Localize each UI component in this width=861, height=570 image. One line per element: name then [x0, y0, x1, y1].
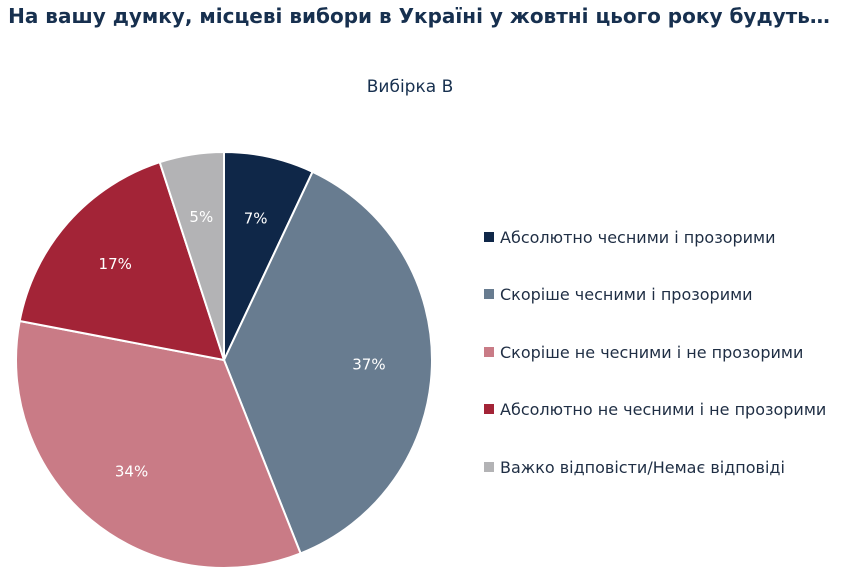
legend-swatch	[484, 462, 494, 472]
slice-value-label-2: 37%	[352, 356, 385, 374]
legend-item-2: Скоріше чесними і прозорими	[484, 283, 854, 306]
slice-value-label-1: 7%	[244, 209, 268, 227]
pie-slice-2	[223, 170, 433, 555]
pie-slice-4	[18, 161, 225, 361]
legend-swatch	[484, 347, 494, 357]
slice-value-label-4: 17%	[99, 255, 132, 273]
legend-item-3: Скоріше не чесними і не прозорими	[484, 341, 854, 364]
legend-label: Скоріше чесними і прозорими	[500, 285, 753, 304]
legend-item-5: Важко відповісти/Немає відповіді	[484, 456, 854, 479]
pie-slice-3	[15, 320, 302, 569]
legend-item-4: Абсолютно не чесними і не прозорими	[484, 398, 854, 421]
chart-subtitle: Вибірка B	[366, 77, 454, 97]
slice-value-label-3: 34%	[115, 463, 148, 481]
legend-label: Абсолютно чесними і прозорими	[500, 228, 776, 247]
slice-value-label-5: 5%	[189, 208, 213, 226]
pie-slice-5	[158, 151, 225, 361]
legend-label: Важко відповісти/Немає відповіді	[500, 458, 785, 477]
legend-label: Скоріше не чесними і не прозорими	[500, 343, 804, 362]
legend-swatch	[484, 232, 494, 242]
legend-swatch	[484, 404, 494, 414]
chart-title: На вашу думку, місцеві вибори в Україні …	[8, 4, 830, 28]
legend-swatch	[484, 289, 494, 299]
legend-item-1: Абсолютно чесними і прозорими	[484, 226, 854, 249]
legend-label: Абсолютно не чесними і не прозорими	[500, 400, 827, 419]
